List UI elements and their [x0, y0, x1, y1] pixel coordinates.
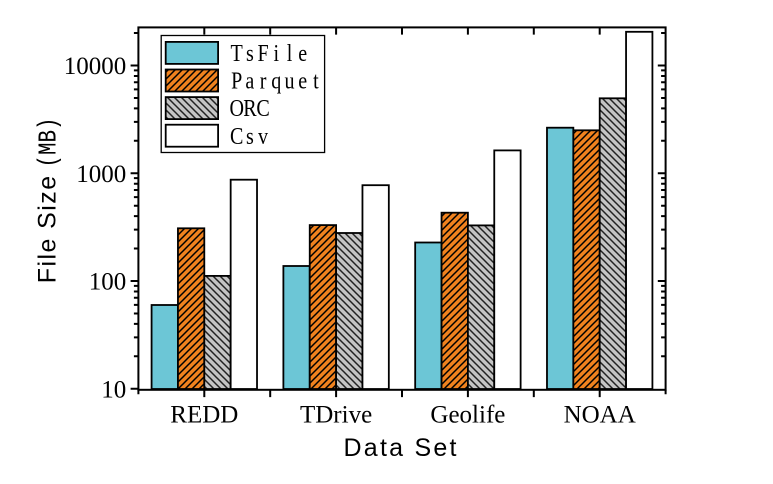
svg-text:Parquet: Parquet — [231, 67, 319, 94]
svg-text:Data Set: Data Set — [344, 434, 457, 462]
svg-text:ORC: ORC — [229, 94, 269, 121]
svg-text:1000: 1000 — [76, 161, 126, 188]
svg-text:Csv: Csv — [230, 122, 269, 149]
svg-text:100: 100 — [89, 269, 127, 296]
svg-text:NOAA: NOAA — [564, 401, 636, 428]
svg-text:10000: 10000 — [64, 53, 127, 80]
svg-text:TDrive: TDrive — [300, 401, 372, 428]
svg-text:10: 10 — [101, 376, 126, 403]
svg-text:Geolife: Geolife — [430, 401, 505, 428]
svg-text:File Size (MB): File Size (MB) — [34, 118, 64, 284]
svg-text:REDD: REDD — [170, 401, 238, 428]
